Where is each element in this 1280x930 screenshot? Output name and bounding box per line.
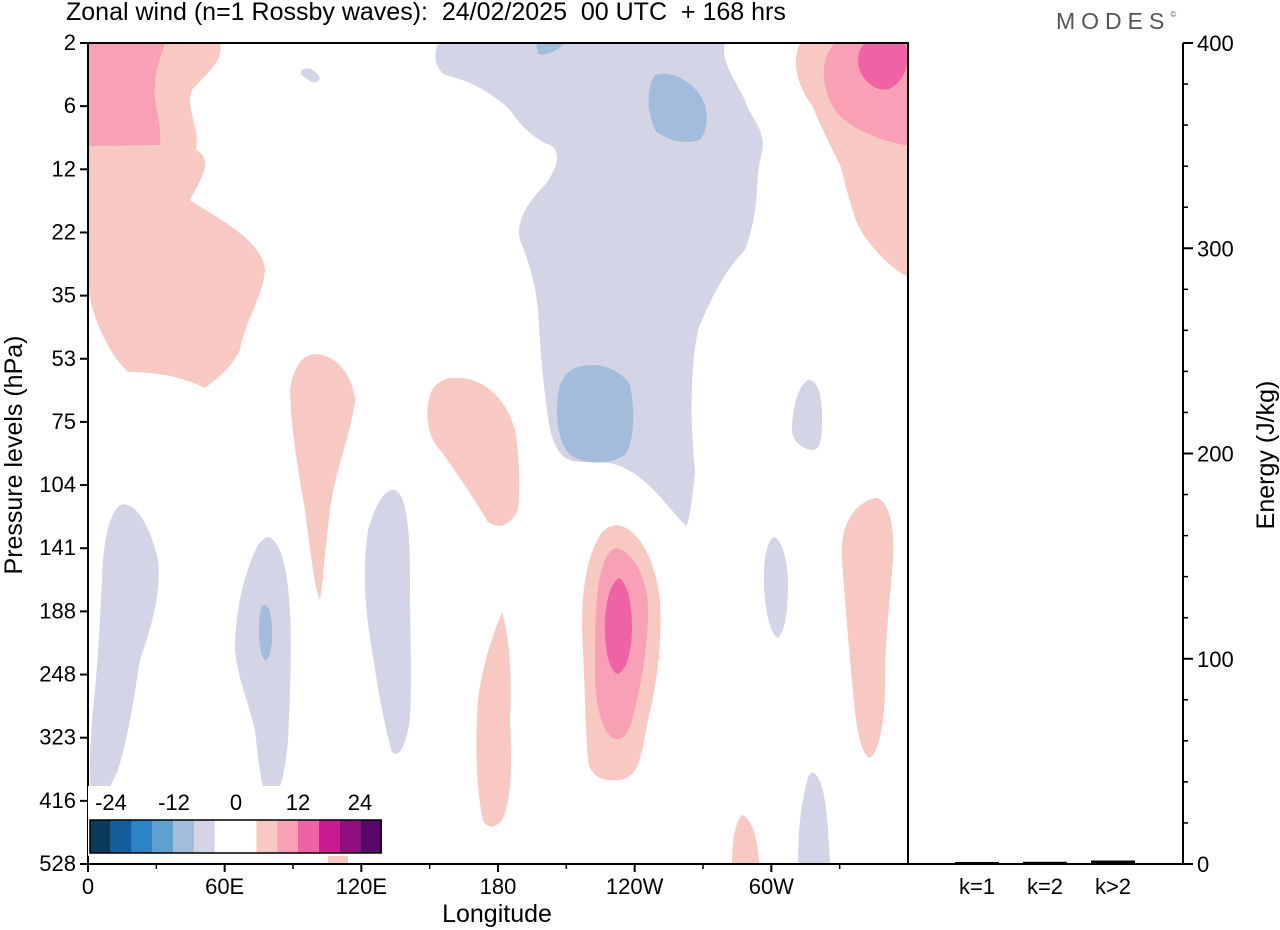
energy-category-label: k>2 <box>1095 874 1131 899</box>
colorbar-swatch <box>194 820 215 853</box>
y-tick-label: 416 <box>39 788 76 813</box>
x-tick-label: 60W <box>749 874 794 899</box>
energy-tick-label: 100 <box>1197 647 1234 672</box>
colorbar-tick-label: 12 <box>286 790 310 815</box>
y-tick-label: 141 <box>39 535 76 560</box>
colorbar-swatch <box>173 820 194 853</box>
x-tick-label: 180 <box>480 874 517 899</box>
brand-name: MODES <box>1056 8 1171 34</box>
colorbar-tick-label: 0 <box>230 790 242 815</box>
contour-negative-center <box>435 43 763 526</box>
contour-negative-lower-70e-core <box>259 605 273 660</box>
x-axis-ticks: 0 60E 120E 180 120W 60W <box>82 864 841 899</box>
energy-bar <box>1091 860 1135 863</box>
energy-tick-label: 400 <box>1197 31 1234 56</box>
colorbar-frame <box>89 819 382 854</box>
brand-logo: MODES© <box>1056 8 1176 35</box>
contour-positive-upper-right-peak <box>858 43 908 90</box>
contour-negative-bottom-50w <box>798 772 830 864</box>
colorbar-swatch <box>318 820 340 853</box>
y-tick-label: 53 <box>52 346 76 371</box>
colorbar-tick-label: 24 <box>348 790 372 815</box>
energy-axis-title: Energy (J/kg) <box>1252 381 1280 530</box>
y-tick-label: 104 <box>39 472 76 497</box>
y-tick-label: 12 <box>52 156 76 181</box>
contour-field <box>88 43 908 864</box>
energy-bars: k=1 k=2 k>2 <box>955 860 1135 899</box>
x-tick-label: 0 <box>82 874 94 899</box>
contour-positive-bottom-70w <box>732 815 759 864</box>
colorbar-swatch <box>152 820 174 853</box>
contour-negative-center-upper-core <box>648 73 707 142</box>
y-tick-label: 22 <box>52 219 76 244</box>
y-axis-ticks: 2 6 12 22 35 53 75 104 141 188 248 323 416 528 <box>39 30 88 876</box>
energy-category-label: k=1 <box>959 874 995 899</box>
contour-negative-center-mid-core <box>557 364 634 463</box>
energy-tick-label: 300 <box>1197 236 1234 261</box>
energy-tick-label: 200 <box>1197 442 1234 467</box>
contour-negative-center-top <box>536 43 565 55</box>
energy-category-label: k=2 <box>1027 874 1063 899</box>
colorbar-tick-label: -24 <box>95 790 127 815</box>
colorbar-swatch <box>235 820 257 853</box>
contour-negative-lower-left <box>89 504 159 800</box>
energy-bar <box>955 861 999 863</box>
y-axis-title: Pressure levels (hPa) <box>0 336 28 575</box>
energy-bar <box>1023 861 1067 863</box>
contour-positive-bottom-100e <box>328 856 348 864</box>
x-tick-label: 60E <box>205 874 244 899</box>
contour-positive-lobe-100e <box>290 354 355 600</box>
colorbar-swatch <box>360 820 382 853</box>
y-tick-label: 323 <box>39 725 76 750</box>
contour-negative-speck <box>300 68 320 83</box>
energy-tick-label: 0 <box>1197 852 1209 877</box>
x-tick-label: 120W <box>606 874 664 899</box>
brand-mark: © <box>1170 10 1177 19</box>
contour-negative-lower-50w <box>792 380 822 450</box>
colorbar-tick-label: -12 <box>158 790 190 815</box>
contour-negative-lower-70e <box>235 537 291 805</box>
x-axis-title: Longitude <box>442 900 552 928</box>
y-tick-label: 188 <box>39 598 76 623</box>
colorbar-swatch <box>214 820 236 853</box>
colorbar-swatch <box>298 820 319 853</box>
y-tick-label: 528 <box>39 851 76 876</box>
x-tick-label: 120E <box>336 874 387 899</box>
contour-positive-lobe-170e <box>427 377 520 526</box>
contour-positive-lower-30w <box>841 498 894 758</box>
colorbar-swatch <box>110 820 132 853</box>
colorbar-swatch <box>256 820 278 853</box>
y-tick-label: 35 <box>52 283 76 308</box>
chart-title: Zonal wind (n=1 Rossby waves): 24/02/202… <box>66 0 786 26</box>
y-tick-label: 248 <box>39 662 76 687</box>
y-tick-label: 75 <box>52 409 76 434</box>
colorbar-swatch <box>277 820 298 853</box>
contour-positive-lower-120w-core <box>604 578 632 674</box>
colorbar: -24 -12 0 12 24 <box>88 786 384 856</box>
y-tick-label: 6 <box>64 93 76 118</box>
colorbar-swatch <box>131 820 153 853</box>
contour-positive-upper-left-core <box>88 43 165 146</box>
contour-positive-lower-180 <box>476 612 512 827</box>
contour-negative-lower-60w <box>763 537 788 638</box>
y-tick-label: 2 <box>64 30 76 55</box>
energy-axis-ticks: 0 100 200 300 400 <box>1183 31 1234 877</box>
contour-negative-lower-130e <box>364 489 411 754</box>
colorbar-swatch <box>90 820 111 853</box>
colorbar-swatch <box>339 820 361 853</box>
